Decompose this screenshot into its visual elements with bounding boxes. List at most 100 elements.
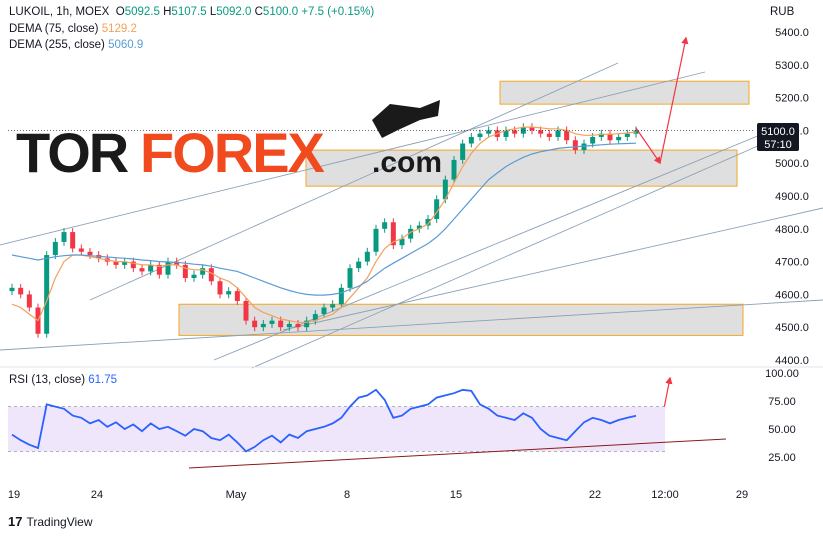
candle-body [451,159,457,180]
candle [434,195,440,223]
candle [139,264,145,276]
candle-body [44,255,50,334]
candle [364,247,370,266]
candle-body [555,130,561,137]
candle [572,136,578,155]
candle-body [130,261,136,269]
candle-body [26,294,32,308]
open-value: 5092.5 [124,6,160,18]
candle [598,129,604,141]
candle-body [373,228,379,252]
candle-body [529,127,535,131]
tradingview-logo-icon: 17 [8,514,23,529]
candle [356,257,362,273]
candle-body [208,268,214,282]
candle-body [226,291,232,295]
rsi-tick-label: 25.00 [768,452,796,464]
candle [321,303,327,319]
price-tag-bg [757,123,799,151]
candle [416,221,422,233]
candle [217,277,223,299]
candle-body [18,287,24,295]
price-tick-label: 4900.0 [775,191,809,203]
currency-label: RUB [770,6,795,18]
price-tag-value: 5100.0 [761,126,795,138]
candle-body [581,143,587,151]
trend-line-1 [0,71,706,246]
candle [546,129,552,141]
candle-body [408,228,414,239]
trend-line-6 [0,299,823,351]
candle [503,126,509,141]
candle-body [304,320,310,328]
candle [191,270,197,282]
tradingview-brand[interactable]: 17 TradingView [8,514,93,529]
candle-body [234,291,240,301]
time-tick-label: 22 [589,489,601,501]
time-tick-label: May [226,489,247,501]
candle-body [182,264,188,278]
rsi-legend[interactable]: RSI (13, close) 61.75 [9,374,117,386]
candle [460,139,466,164]
candle [390,218,396,250]
candle [564,126,570,145]
time-axis: 19 24 May 8 15 22 12:00 29 [0,366,823,501]
candle-body [286,323,292,328]
candle [18,283,24,299]
time-tick-label: 12:00 [651,489,679,501]
candle-body [312,314,318,321]
candle-body [200,268,206,275]
candle [286,319,292,332]
rsi-band [8,406,665,452]
rsi-tick-label: 75.00 [768,396,796,408]
candle [451,155,457,184]
candle-body [61,232,67,242]
rsi-tick-label: 100.00 [765,368,799,380]
price-zone-1 [499,80,750,105]
dema75-legend[interactable]: DEMA (75, close) 5129.2 [9,23,137,35]
candle-body [347,268,353,288]
candle-body [9,287,15,292]
candle-body [460,143,466,160]
candle-body [434,199,440,219]
candle-body [382,222,388,229]
candle [130,257,136,273]
change-value: +7.5 (+0.15%) [301,6,375,18]
candle-body [572,140,578,151]
rsi-trend-line [188,438,727,469]
candle-body [330,304,336,308]
dema255-label: DEMA (255, close) [9,39,105,51]
symbol-label[interactable]: LUKOIL, 1h, MOEX [9,6,110,18]
watermark-domain: .com [372,146,442,179]
candle [616,133,622,145]
candle [165,257,171,279]
forecast-arrow-1 [635,127,661,165]
candle [399,234,405,250]
candle-body [191,274,197,278]
close-value: 5100.0 [262,6,299,18]
dema255-legend[interactable]: DEMA (255, close) 5060.9 [9,39,143,51]
candle [243,297,249,325]
time-tick-label: 19 [8,489,20,501]
candle [234,287,240,305]
bull-bear-icon [372,100,440,138]
candle [61,228,67,246]
candle [520,123,526,138]
candle-body [156,264,162,275]
price-tick-label: 4600.0 [775,289,809,301]
candle [148,260,154,276]
candle-body [113,261,119,265]
candle [312,310,318,325]
candle [486,126,492,138]
candle-body [598,133,604,137]
candle-body [269,320,275,324]
trend-line-5 [282,207,823,331]
candle [52,237,58,259]
candle [70,228,76,253]
price-tag-countdown: 57:10 [764,139,792,151]
candle [425,215,431,230]
trend-line-2 [89,62,619,301]
candle [477,129,483,141]
candle-body [364,251,370,262]
price-tick-label: 5400.0 [775,27,809,39]
